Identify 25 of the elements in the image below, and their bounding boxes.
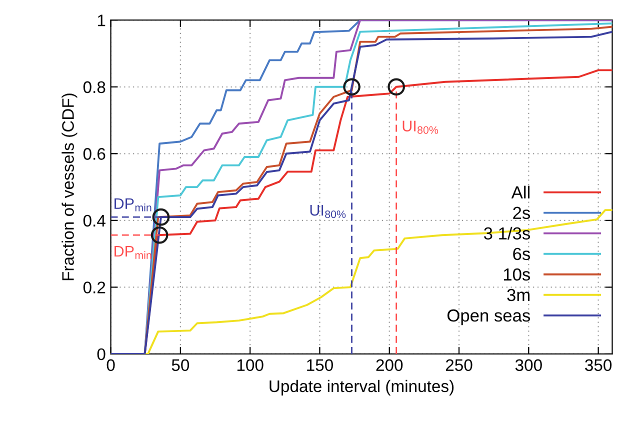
x-axis-title: Update interval (minutes) [270, 380, 454, 396]
y-tick-label: 1 [98, 14, 106, 26]
legend-label: 3m [507, 288, 530, 302]
annotation: DP$_{min}$ [114, 198, 152, 212]
x-tick-label: 100 [237, 359, 264, 372]
legend-label: 2s [513, 206, 530, 220]
legend-label: 10s [504, 268, 530, 281]
annotation: UI$_{80%}$ [402, 120, 438, 134]
x-tick-label: 0 [106, 359, 115, 372]
legend-label: All [511, 186, 530, 198]
y-tick-label: 0.2 [83, 282, 106, 294]
y-axis-title: Fraction of vessels (CDF) [62, 94, 78, 280]
y-tick-label: 0.6 [83, 148, 106, 160]
x-tick-label: 350 [585, 359, 612, 372]
x-tick-label: 200 [376, 359, 403, 372]
x-tick-label: 150 [307, 359, 333, 372]
y-tick-label: 0 [97, 348, 106, 360]
y-tick-label: 0.4 [83, 214, 106, 227]
annotation: UI$_{80%}$ [310, 205, 346, 218]
y-tick-label: 0.8 [83, 81, 106, 94]
legend-label: 6s [513, 248, 530, 260]
legend-label: Open seas [447, 309, 530, 326]
x-tick-label: 250 [446, 359, 472, 372]
x-tick-label: 50 [172, 359, 190, 372]
x-tick-label: 300 [515, 359, 542, 372]
